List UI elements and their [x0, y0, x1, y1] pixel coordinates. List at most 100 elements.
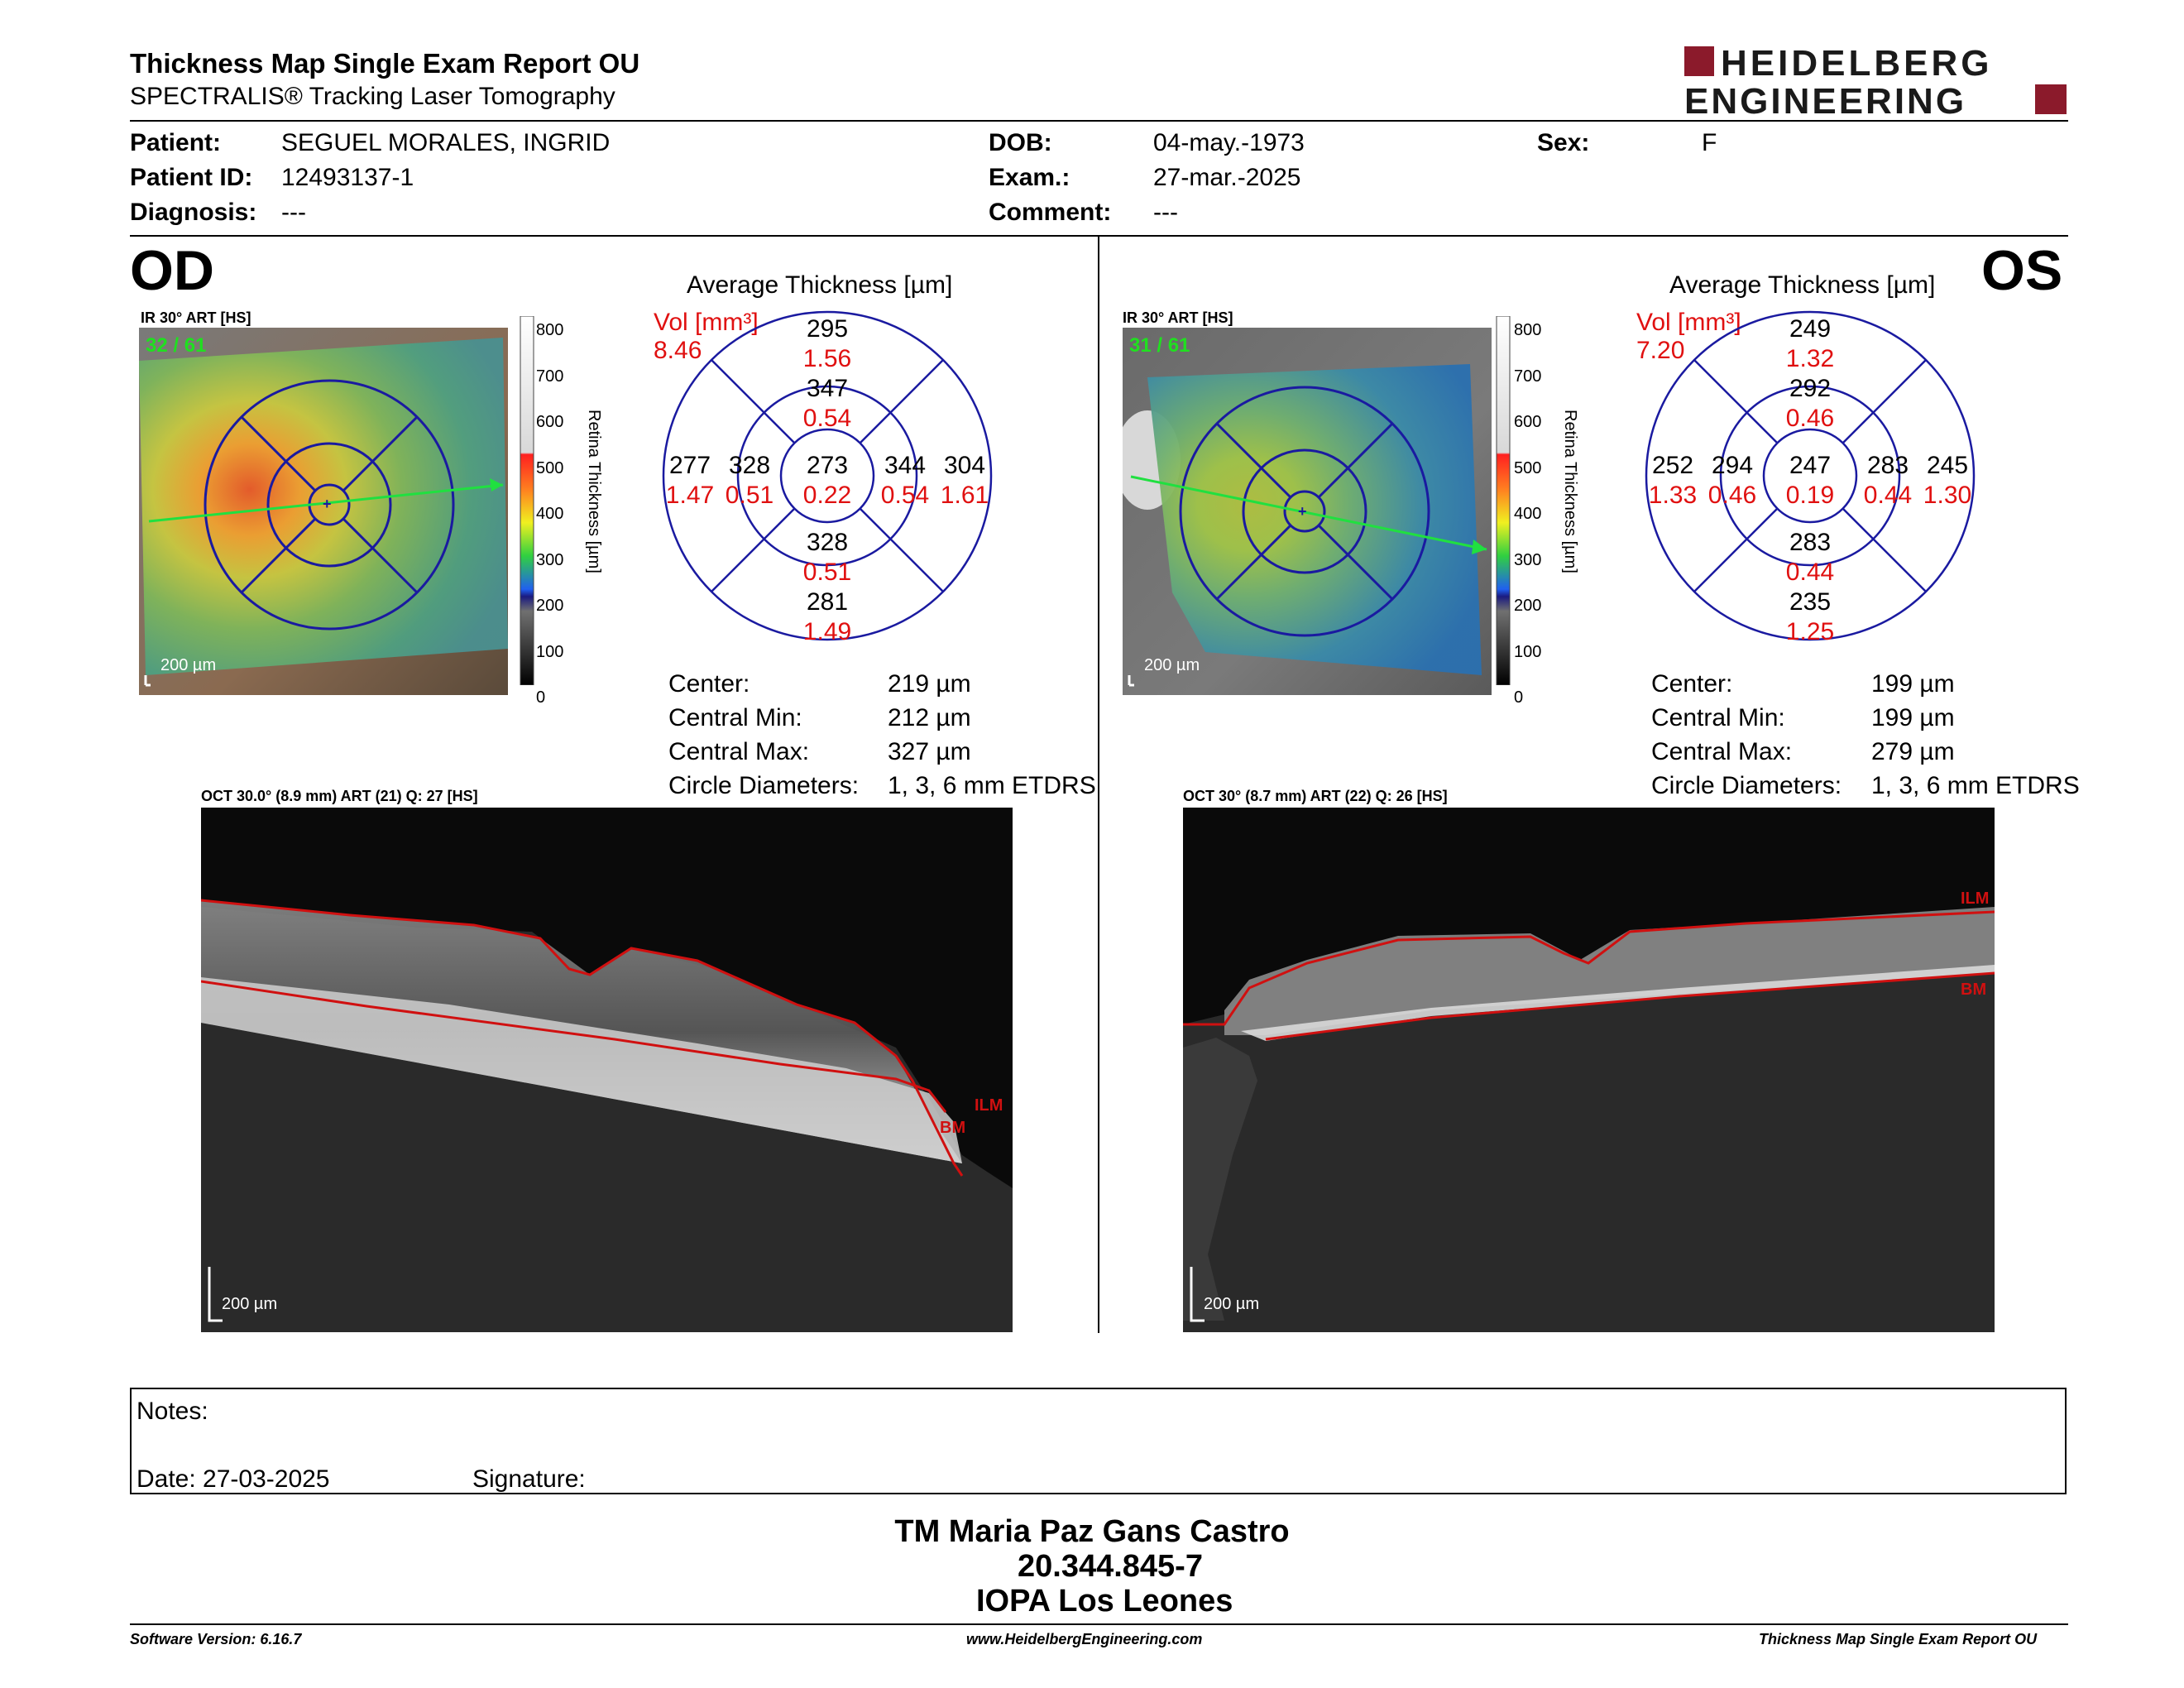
- svg-text:277: 277: [669, 452, 711, 479]
- svg-text:245: 245: [1927, 452, 1968, 479]
- svg-text:0.46: 0.46: [1786, 405, 1834, 432]
- os-bm-label: BM: [1961, 981, 1986, 1000]
- diagnosis-label: Diagnosis:: [130, 199, 256, 227]
- os-min-value: 199 µm: [1871, 704, 1955, 732]
- svg-text:281: 281: [807, 588, 848, 616]
- os-oct-scale: 200 µm: [1204, 1295, 1259, 1314]
- svg-text:294: 294: [1712, 452, 1753, 479]
- header-divider: [130, 120, 2068, 122]
- svg-text:283: 283: [1867, 452, 1909, 479]
- svg-text:247: 247: [1789, 452, 1831, 479]
- svg-text:0.51: 0.51: [803, 559, 851, 586]
- website-link[interactable]: www.HeidelbergEngineering.com: [966, 1631, 1202, 1648]
- svg-text:328: 328: [729, 452, 770, 479]
- os-center-label: Center:: [1651, 670, 1732, 698]
- svg-text:+: +: [1298, 503, 1307, 520]
- software-version: Software Version: 6.16.7: [130, 1631, 301, 1648]
- od-oct-label: OCT 30.0° (8.9 mm) ART (21) Q: 27 [HS]: [201, 788, 478, 805]
- od-min-label: Central Min:: [668, 704, 802, 732]
- od-colorbar: [520, 316, 534, 685]
- os-oct-label: OCT 30° (8.7 mm) ART (22) Q: 26 [HS]: [1183, 788, 1448, 805]
- svg-text:1.56: 1.56: [803, 345, 851, 372]
- svg-text:344: 344: [884, 452, 926, 479]
- svg-text:273: 273: [807, 452, 848, 479]
- os-max-label: Central Max:: [1651, 738, 1792, 766]
- od-min-value: 212 µm: [888, 704, 971, 732]
- report-subtitle: SPECTRALIS® Tracking Laser Tomography: [130, 83, 615, 111]
- svg-text:0.54: 0.54: [803, 405, 851, 432]
- od-avg-title: Average Thickness [µm]: [687, 271, 952, 300]
- os-ilm-label: ILM: [1961, 890, 1989, 909]
- svg-text:328: 328: [807, 529, 848, 556]
- os-colorbar-title: Retina Thickness [µm]: [1559, 410, 1579, 600]
- signature-label: Signature:: [472, 1465, 586, 1494]
- svg-text:0.44: 0.44: [1786, 559, 1834, 586]
- signer-rut: 20.344.845-7: [1018, 1549, 1203, 1585]
- os-center-value: 199 µm: [1871, 670, 1955, 698]
- svg-text:295: 295: [807, 315, 848, 343]
- comment-label: Comment:: [989, 199, 1111, 227]
- svg-text:0.51: 0.51: [726, 482, 774, 509]
- os-ir-label: IR 30° ART [HS]: [1123, 309, 1233, 327]
- os-avg-title: Average Thickness [µm]: [1669, 271, 1935, 300]
- svg-text:1.32: 1.32: [1786, 345, 1834, 372]
- os-colorbar-ticks: 800 700 600 500 400 300 200 100 0: [1514, 308, 1541, 722]
- os-diam-label: Circle Diameters:: [1651, 772, 1842, 800]
- od-diam-label: Circle Diameters:: [668, 772, 859, 800]
- od-colorbar-title: Retina Thickness [µm]: [583, 410, 603, 600]
- od-ir-label: IR 30° ART [HS]: [141, 309, 251, 327]
- svg-text:1.33: 1.33: [1649, 482, 1697, 509]
- notes-box[interactable]: Notes: Date: 27-03-2025 Signature:: [130, 1388, 2067, 1494]
- dob-value: 04-may.-1973: [1153, 129, 1305, 157]
- os-min-label: Central Min:: [1651, 704, 1785, 732]
- od-max-label: Central Max:: [668, 738, 809, 766]
- os-thickness-map: +: [1123, 328, 1492, 695]
- svg-text:292: 292: [1789, 375, 1831, 402]
- svg-text:1.61: 1.61: [941, 482, 989, 509]
- od-center-value: 219 µm: [888, 670, 971, 698]
- svg-text:1.25: 1.25: [1786, 618, 1834, 641]
- dob-label: DOB:: [989, 129, 1052, 157]
- svg-text:ENGINEERING: ENGINEERING: [1684, 81, 1966, 117]
- report-title: Thickness Map Single Exam Report OU: [130, 48, 639, 79]
- svg-text:0.22: 0.22: [803, 482, 851, 509]
- svg-text:0.44: 0.44: [1864, 482, 1912, 509]
- patient-id-label: Patient ID:: [130, 164, 252, 192]
- od-oct-bscan: [201, 808, 1013, 1332]
- notes-label: Notes:: [136, 1398, 208, 1426]
- od-ilm-label: ILM: [975, 1096, 1003, 1115]
- sex-label: Sex:: [1537, 129, 1589, 157]
- patient-id-value: 12493137-1: [281, 164, 414, 192]
- os-colorbar: [1496, 316, 1511, 685]
- signer-institution: IOPA Los Leones: [976, 1584, 1233, 1619]
- od-scale-label: 200 µm: [160, 656, 216, 675]
- od-oct-scale: 200 µm: [222, 1295, 277, 1314]
- eye-divider: [1098, 237, 1099, 1333]
- footer-report-title: Thickness Map Single Exam Report OU: [1759, 1631, 2037, 1648]
- exam-label: Exam.:: [989, 164, 1070, 192]
- od-bm-label: BM: [940, 1119, 965, 1138]
- od-etdrs-grid: 295 1.56 347 0.54 273 0.22 328 0.51 281 …: [662, 310, 993, 641]
- svg-text:304: 304: [944, 452, 985, 479]
- svg-text:252: 252: [1652, 452, 1693, 479]
- od-max-value: 327 µm: [888, 738, 971, 766]
- od-diam-value: 1, 3, 6 mm ETDRS: [888, 772, 1096, 800]
- od-frames-count: 32 / 61: [146, 334, 206, 357]
- svg-text:235: 235: [1789, 588, 1831, 616]
- os-eye-label: OS: [1981, 238, 2062, 303]
- svg-text:0.46: 0.46: [1708, 482, 1756, 509]
- os-oct-bscan: [1183, 808, 1995, 1332]
- date-label: Date: 27-03-2025: [136, 1465, 330, 1494]
- svg-text:0.54: 0.54: [881, 482, 929, 509]
- footer-divider: [130, 1623, 2068, 1625]
- svg-text:0.19: 0.19: [1786, 482, 1834, 509]
- exam-value: 27-mar.-2025: [1153, 164, 1300, 192]
- os-etdrs-grid: 249 1.32 292 0.46 247 0.19 283 0.44 235 …: [1645, 310, 1976, 641]
- svg-text:1.30: 1.30: [1923, 482, 1971, 509]
- comment-value: ---: [1153, 199, 1178, 227]
- svg-text:+: +: [323, 496, 332, 512]
- od-center-label: Center:: [668, 670, 750, 698]
- svg-text:283: 283: [1789, 529, 1831, 556]
- os-frames-count: 31 / 61: [1129, 334, 1190, 357]
- sex-value: F: [1702, 129, 1717, 157]
